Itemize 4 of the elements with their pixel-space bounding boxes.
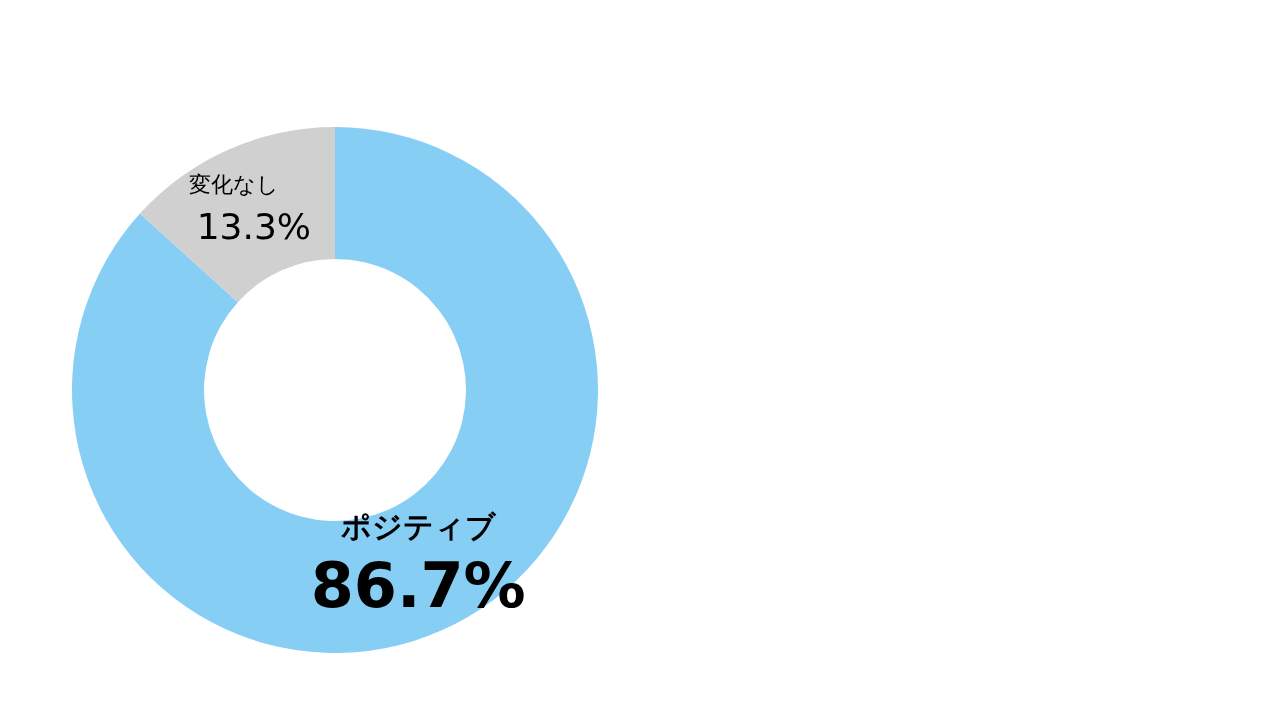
slice-label: 変化なし xyxy=(188,172,279,198)
slice-label: ポジティブ xyxy=(340,509,497,545)
data-label: 86.7% xyxy=(310,549,526,623)
data-label: 13.3% xyxy=(196,206,312,248)
